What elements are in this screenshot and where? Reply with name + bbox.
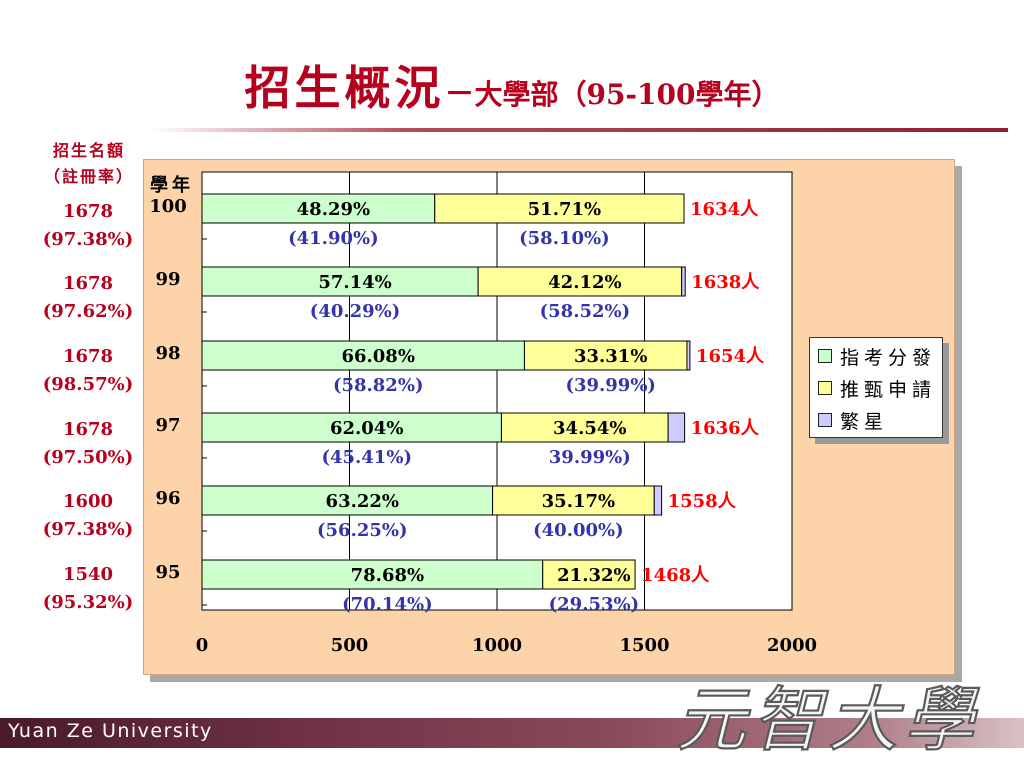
secondary-data-label: (45.41%) (321, 447, 412, 468)
total-label: 1634人 (690, 199, 759, 220)
quota-count: 1600 (62, 491, 114, 512)
quota-rate: (97.38%) (42, 229, 134, 250)
quota-rate: (97.50%) (42, 447, 134, 468)
x-tick-label: 1000 (472, 635, 522, 656)
quota-rate: (97.38%) (42, 519, 134, 540)
category-label: 96 (155, 488, 180, 509)
title-divider (150, 128, 1008, 132)
bar-segment (681, 266, 686, 297)
category-label: 100 (149, 196, 187, 217)
bar-segment (492, 485, 655, 516)
data-label: 21.32% (557, 565, 630, 586)
title-dash: － (444, 77, 475, 112)
data-label: 33.31% (574, 346, 647, 367)
total-label: 1636人 (691, 418, 760, 439)
legend-item: 指考分發 (818, 340, 936, 372)
footer-university: Yuan Ze University (8, 720, 213, 742)
legend-item: 推甄申請 (818, 372, 936, 404)
data-label: 35.17% (542, 491, 615, 512)
total-label: 1468人 (641, 565, 710, 586)
data-label: 62.04% (330, 418, 403, 439)
secondary-data-label: (39.99%) (565, 375, 656, 396)
title-main: 招生概況 (244, 61, 445, 115)
category-label: 97 (155, 415, 180, 436)
data-label: 34.54% (553, 418, 626, 439)
bar-segment (500, 412, 669, 443)
quota-count: 1678 (62, 346, 114, 367)
quota-item: 1678 (97.50%) (20, 416, 156, 472)
category-label: 95 (155, 562, 180, 583)
bar-segment (201, 266, 479, 297)
bar-segment (201, 559, 544, 590)
data-label: 48.29% (297, 199, 370, 220)
secondary-data-label: 39.99%) (549, 447, 631, 468)
legend-label: 繁星 (840, 410, 889, 433)
quota-item: 1678 (97.62%) (20, 270, 156, 326)
quota-rate: (98.57%) (42, 374, 134, 395)
secondary-data-label: (58.82%) (333, 375, 424, 396)
quota-count: 1540 (62, 564, 114, 585)
data-label: 57.14% (318, 272, 391, 293)
secondary-data-label: (70.14%) (342, 594, 433, 615)
quota-rate: (97.62%) (42, 301, 134, 322)
secondary-data-label: (58.10%) (519, 228, 610, 249)
quota-item: 1540 (95.32%) (20, 561, 156, 617)
data-label: 63.22% (326, 491, 399, 512)
university-logo: 元智大學 (675, 678, 980, 758)
bar-segment (653, 485, 663, 516)
secondary-data-label: (29.53%) (549, 594, 640, 615)
title-sub: 大學部（95-100學年） (474, 78, 780, 111)
quota-count: 1678 (62, 419, 114, 440)
secondary-data-label: (41.90%) (288, 228, 379, 249)
quota-header-line-2: （註冊率） (43, 167, 134, 186)
chart-legend: 指考分發 推甄申請 繁星 (809, 337, 943, 438)
data-label: 78.68% (351, 565, 424, 586)
quota-header-line-1: 招生名額 (52, 141, 125, 160)
x-tick-label: 2000 (767, 635, 817, 656)
bar-segment (201, 193, 436, 224)
x-tick-label: 0 (196, 635, 209, 656)
legend-swatch-icon (818, 381, 832, 395)
secondary-data-label: (58.52%) (540, 301, 631, 322)
bar-segment (542, 559, 636, 590)
total-label: 1558人 (668, 491, 737, 512)
quota-item: 1678 (97.38%) (20, 198, 156, 254)
bar-segment (201, 412, 502, 443)
category-label: 98 (155, 343, 180, 364)
total-label: 1638人 (691, 272, 760, 293)
data-label: 66.08% (341, 346, 414, 367)
page-title: 招生概況－大學部（95-100學年） (0, 52, 1024, 118)
x-tick-label: 1500 (619, 635, 669, 656)
quota-header: 招生名額 （註冊率） (30, 138, 148, 190)
quota-count: 1678 (62, 273, 114, 294)
legend-item: 繁星 (818, 404, 888, 436)
footer-band (0, 718, 1024, 748)
quota-item: 1678 (98.57%) (20, 343, 156, 399)
legend-label: 指考分發 (840, 346, 937, 369)
legend-label: 推甄申請 (840, 378, 937, 401)
bar-segment (667, 412, 686, 443)
data-label: 42.12% (548, 272, 621, 293)
secondary-data-label: (40.29%) (310, 301, 401, 322)
data-label: 51.71% (528, 199, 601, 220)
quota-item: 1600 (97.38%) (20, 488, 156, 544)
legend-swatch-icon (818, 413, 832, 427)
secondary-data-label: (40.00%) (533, 520, 624, 541)
quota-rate: (95.32%) (42, 592, 134, 613)
secondary-data-label: (56.25%) (317, 520, 408, 541)
legend-swatch-icon (818, 349, 832, 363)
logo-text: 元智大學 (676, 679, 980, 758)
quota-count: 1678 (62, 201, 114, 222)
total-label: 1654人 (696, 346, 765, 367)
category-label: 99 (155, 269, 180, 290)
x-tick-label: 500 (331, 635, 369, 656)
bar-segment (686, 340, 691, 371)
category-axis-label: 學年 (150, 174, 194, 196)
bar-segment (434, 193, 685, 224)
